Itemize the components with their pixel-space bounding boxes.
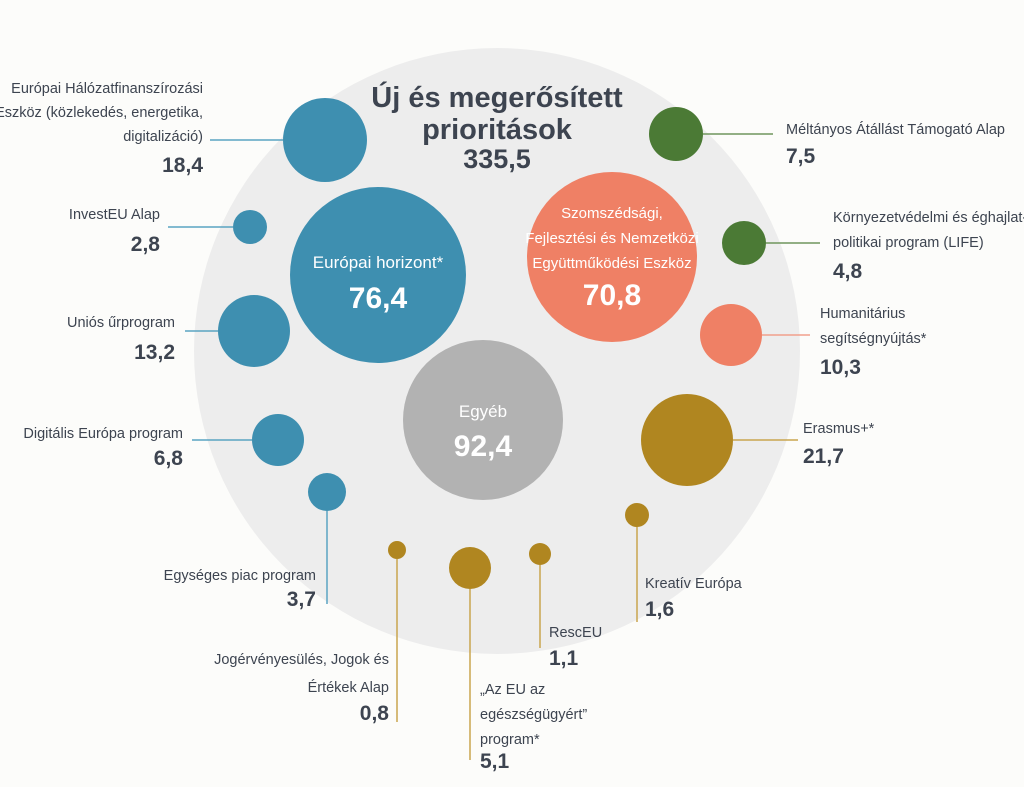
bubble-value-europai-horizont: 76,4 <box>349 282 408 315</box>
bubble-label-jogervenyesules: Jogérvényesülés, Jogok és <box>214 652 389 668</box>
bubble-label-szomszedsagi: Együttműködési Eszköz <box>532 255 691 272</box>
bubble-value-urprogram: 13,2 <box>134 341 175 364</box>
bubble-label-halozatfinanszirozasi: digitalizáció) <box>123 129 203 145</box>
bubble-value-humanitarius: 10,3 <box>820 356 861 379</box>
bubble-egyeb <box>403 340 563 500</box>
chart-title-line-1: Új és megerősített <box>371 80 623 114</box>
bubble-label-jogervenyesules: Értékek Alap <box>308 679 389 696</box>
bubble-value-rescue: 1,1 <box>549 647 579 670</box>
bubble-europai-horizont <box>290 187 466 363</box>
bubble-label-life: politikai program (LIFE) <box>833 235 984 251</box>
bubble-kreativ-europa <box>625 503 649 527</box>
bubble-value-egyseges-piac: 3,7 <box>287 588 316 611</box>
bubble-jogervenyesules <box>388 541 406 559</box>
bubble-label-eu-egeszsegugyert: program* <box>480 732 540 748</box>
bubble-value-erasmus: 21,7 <box>803 445 844 468</box>
bubble-label-erasmus: Erasmus+* <box>803 421 875 437</box>
bubble-label-rescue: RescEU <box>549 625 602 641</box>
bubble-label-investeu: InvestEU Alap <box>69 207 160 223</box>
chart-title-line-2: prioritások <box>422 114 573 146</box>
bubble-label-humanitarius: segítségnyújtás* <box>820 331 927 347</box>
bubble-erasmus <box>641 394 733 486</box>
bubble-label-eu-egeszsegugyert: egészségügyért” <box>480 707 587 723</box>
bubble-rescue <box>529 543 551 565</box>
bubble-value-digitalis-europa: 6,8 <box>154 447 184 470</box>
bubble-value-szomszedsagi: 70,8 <box>583 279 641 312</box>
bubble-label-meltanyos-atallast: Méltányos Átállást Támogató Alap <box>786 121 1005 138</box>
bubble-value-kreativ-europa: 1,6 <box>645 598 674 621</box>
bubble-label-humanitarius: Humanitárius <box>820 306 905 322</box>
bubble-value-eu-egeszsegugyert: 5,1 <box>480 750 510 773</box>
bubble-egyseges-piac <box>308 473 346 511</box>
bubble-value-investeu: 2,8 <box>131 233 161 256</box>
bubble-urprogram <box>218 295 290 367</box>
bubble-meltanyos-atallast <box>649 107 703 161</box>
bubble-label-life: Környezetvédelmi és éghajlat- <box>833 210 1024 226</box>
bubble-eu-egeszsegugyert <box>449 547 491 589</box>
bubble-value-meltanyos-atallast: 7,5 <box>786 145 816 168</box>
bubble-life <box>722 221 766 265</box>
bubble-investeu <box>233 210 267 244</box>
bubble-label-eu-egeszsegugyert: „Az EU az <box>480 682 545 698</box>
bubble-label-szomszedsagi: Szomszédsági, <box>561 205 663 222</box>
bubble-label-europai-horizont: Európai horizont* <box>313 253 444 272</box>
bubble-label-egyeb: Egyéb <box>459 402 507 421</box>
bubble-label-egyseges-piac: Egységes piac program <box>164 568 316 584</box>
bubble-label-digitalis-europa: Digitális Európa program <box>23 426 183 442</box>
bubble-label-kreativ-europa: Kreatív Európa <box>645 576 743 592</box>
chart-total-value: 335,5 <box>463 144 531 174</box>
bubble-label-urprogram: Uniós űrprogram <box>67 315 175 331</box>
bubble-halozatfinanszirozasi <box>283 98 367 182</box>
bubble-value-jogervenyesules: 0,8 <box>360 702 390 725</box>
bubble-value-life: 4,8 <box>833 260 863 283</box>
bubble-label-halozatfinanszirozasi: Eszköz (közlekedés, energetika, <box>0 105 203 121</box>
bubble-value-egyeb: 92,4 <box>454 430 513 463</box>
bubble-digitalis-europa <box>252 414 304 466</box>
bubble-label-szomszedsagi: Fejlesztési és Nemzetközi <box>525 230 698 247</box>
bubble-humanitarius <box>700 304 762 366</box>
bubble-value-halozatfinanszirozasi: 18,4 <box>162 154 203 177</box>
bubble-szomszedsagi <box>527 172 697 342</box>
bubble-label-halozatfinanszirozasi: Európai Hálózatfinanszírozási <box>11 81 203 97</box>
